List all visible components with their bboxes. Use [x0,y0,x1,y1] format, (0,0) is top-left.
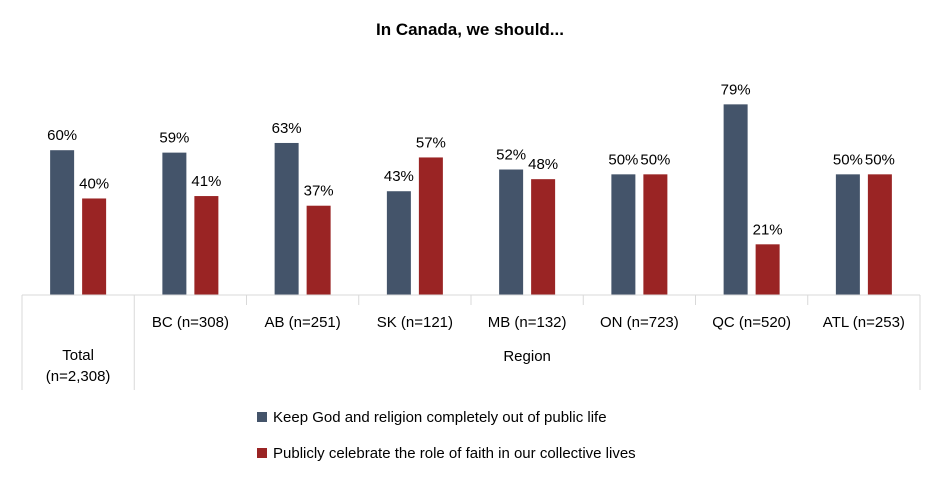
legend-label-0: Keep God and religion completely out of … [273,409,607,426]
data-label-celebrate-0: 40% [79,175,109,192]
bar-keep-out-3 [386,191,411,295]
data-label-celebrate-1: 41% [191,173,221,190]
category-label-2: AB (n=251) [264,314,340,331]
legend: Keep God and religion completely out of … [257,409,636,462]
bar-celebrate-5 [643,174,668,295]
bar-celebrate-6 [755,244,780,295]
bar-celebrate-2 [306,205,331,295]
data-label-keep-out-0: 60% [47,127,77,144]
bar-keep-out-7 [835,174,860,295]
group-label-region: Region [503,348,551,365]
data-label-celebrate-7: 50% [865,151,895,168]
category-label-5: ON (n=723) [600,314,679,331]
legend-swatch-0 [257,412,267,422]
data-label-keep-out-7: 50% [833,151,863,168]
bar-celebrate-1 [194,196,219,295]
data-label-keep-out-3: 43% [384,168,414,185]
bar-keep-out-1 [162,152,187,295]
category-axis: Total (n=2,308) BC (n=308) AB (n=251) SK (n=… [21,294,921,390]
bar-celebrate-0 [82,198,107,295]
data-label-keep-out-2: 63% [272,120,302,137]
bar-celebrate-4 [531,179,556,295]
bar-group [50,104,892,296]
category-label-0: Total (n=2,308) [46,347,111,385]
data-label-celebrate-4: 48% [528,156,558,173]
data-label-keep-out-5: 50% [608,151,638,168]
data-label-celebrate-5: 50% [640,151,670,168]
category-label-6: QC (n=520) [712,314,791,331]
data-label-keep-out-6: 79% [721,81,751,98]
data-labels: 60%40%59%41%63%37%43%57%52%48% 50% 50%79%2… [47,81,895,238]
bar-celebrate-3 [418,157,443,295]
bar-keep-out-0 [50,150,75,295]
bar-keep-out-4 [499,169,524,295]
bar-keep-out-5 [611,174,636,295]
category-label-1: BC (n=308) [152,314,229,331]
data-label-keep-out-4: 52% [496,147,526,164]
data-label-keep-out-1: 59% [159,130,189,147]
category-label-3: SK (n=121) [377,314,453,331]
chart-title: In Canada, we should... [376,20,564,39]
data-label-celebrate-3: 57% [416,134,446,151]
bar-keep-out-6 [723,104,748,296]
bar-celebrate-7 [867,174,892,295]
bar-keep-out-2 [274,142,299,295]
category-label-7: ATL (n=253) [823,314,905,331]
legend-label-1: Publicly celebrate the role of faith in … [273,445,636,462]
data-label-celebrate-6: 21% [753,221,783,238]
data-label-celebrate-2: 37% [304,183,334,200]
category-label-4: MB (n=132) [488,314,567,331]
legend-swatch-1 [257,448,267,458]
